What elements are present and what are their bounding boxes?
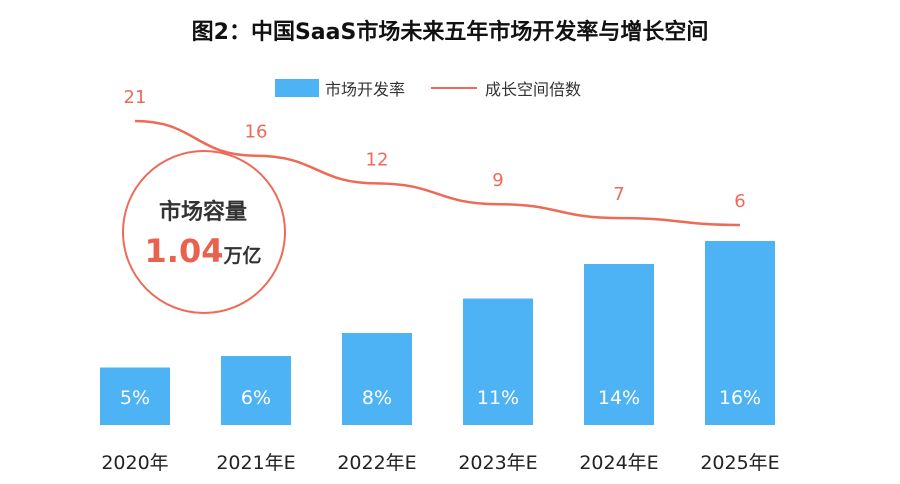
market-capacity-value: 1.04万亿 <box>138 232 268 270</box>
x-tick-label: 2024年E <box>579 452 658 474</box>
bar <box>463 298 533 425</box>
growth-line <box>134 119 741 227</box>
legend-bar-label: 市场开发率 <box>325 80 406 99</box>
line-series: 21 16 12 9 7 6 <box>124 87 746 227</box>
legend-line-swatch <box>431 87 478 89</box>
market-capacity-unit: 万亿 <box>223 245 262 267</box>
bar-value-label: 5% <box>120 387 150 409</box>
line-value-label: 7 <box>613 184 624 205</box>
market-capacity-number: 1.04 <box>144 232 224 270</box>
legend-bar-swatch <box>275 79 319 97</box>
bar <box>100 367 170 425</box>
bar <box>221 356 291 425</box>
market-capacity-circle <box>122 150 286 314</box>
x-tick-label: 2020年 <box>101 452 168 474</box>
bar <box>584 264 654 425</box>
bar <box>705 241 775 425</box>
x-tick-label: 2022年E <box>337 452 416 474</box>
bar-value-label: 8% <box>362 387 392 409</box>
x-tick-label: 2025年E <box>700 452 779 474</box>
x-axis-ticks: 2020年 2021年E 2022年E 2023年E 2024年E 2025年E <box>101 452 779 474</box>
x-tick-label: 2021年E <box>216 452 295 474</box>
bar-value-label: 14% <box>598 387 640 409</box>
bar-value-label: 11% <box>477 387 519 409</box>
line-value-label: 16 <box>245 122 268 143</box>
bar-value-label: 16% <box>719 387 761 409</box>
line-value-label: 9 <box>492 170 503 191</box>
market-capacity-title: 市场容量 <box>158 200 247 225</box>
chart-title: 图2：中国SaaS市场未来五年市场开发率与增长空间 <box>191 20 709 45</box>
bar <box>342 333 412 425</box>
x-tick-label: 2023年E <box>458 452 537 474</box>
bar-value-label: 6% <box>241 387 271 409</box>
line-value-label: 21 <box>124 87 147 108</box>
legend-line-label: 成长空间倍数 <box>485 80 582 99</box>
legend: 市场开发率 成长空间倍数 <box>275 78 582 99</box>
bar-series: 5% 6% 8% 11% 14% 16% <box>100 241 775 425</box>
line-value-label: 6 <box>734 191 745 212</box>
line-value-label: 12 <box>366 149 389 170</box>
